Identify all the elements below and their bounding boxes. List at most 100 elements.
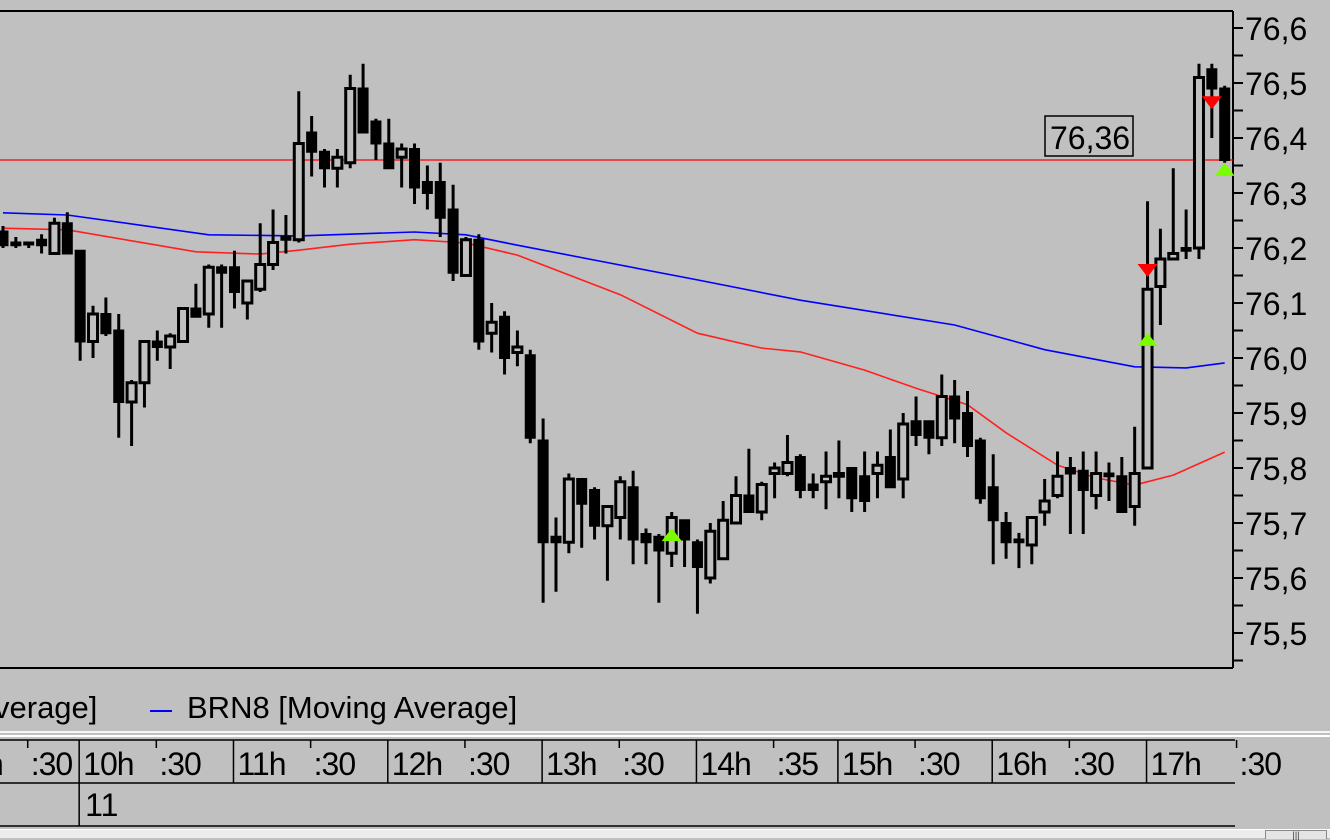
candle-up [1025, 516, 1038, 565]
candle-body-filled [10, 241, 22, 247]
candle-body-hollow [164, 334, 177, 349]
legend-swatch-blue [150, 710, 172, 712]
candle-body-hollow [1051, 474, 1064, 497]
price-tick-label: 76,0 [1245, 341, 1307, 377]
candle-body-hollow [755, 483, 768, 514]
candle-down [216, 264, 228, 328]
time-label: 12h [392, 746, 442, 782]
candle-body-hollow [331, 155, 344, 170]
candle-down [691, 539, 703, 614]
candle-up [704, 523, 717, 584]
candle-down [679, 519, 691, 567]
signal-up-triangle-icon [1137, 332, 1158, 346]
candle-body-filled [36, 238, 48, 247]
time-label: :30 [159, 746, 201, 782]
candle-up [511, 330, 524, 367]
scrollbar-thumb[interactable]: ||| [1265, 830, 1327, 840]
candle-body-filled [0, 230, 9, 247]
candle-down [550, 517, 562, 592]
candle-up [1167, 168, 1180, 261]
candle-body-filled [113, 329, 125, 403]
candle-up [730, 476, 743, 525]
candle-down [36, 234, 48, 254]
candle-body-hollow [704, 529, 717, 580]
candle-body-filled [1064, 467, 1076, 475]
signal-up-triangle-icon [661, 528, 682, 542]
candle-body-filled [1116, 475, 1128, 513]
candle-body-filled [1013, 538, 1025, 544]
candle-body-hollow [344, 87, 357, 165]
candle-up [601, 505, 614, 581]
signal-up-triangle-icon [1214, 162, 1235, 176]
candle-body-hollow [832, 472, 845, 478]
candle-down [884, 429, 896, 489]
candle-body-filled [74, 249, 86, 343]
panel-separator-highlight [0, 735, 1330, 737]
candle-body-filled [884, 456, 896, 489]
candle-down [1077, 451, 1089, 534]
candle-body-filled [61, 222, 73, 255]
candle-down [383, 118, 395, 170]
candle-body-filled [923, 420, 935, 439]
candle-body-filled [383, 142, 395, 170]
candle-down [447, 184, 459, 281]
time-label: :30 [31, 746, 73, 782]
candle-down [640, 528, 652, 565]
candle-body-filled [962, 412, 973, 447]
candle-body-hollow [125, 381, 138, 404]
candle-body-filled [434, 181, 446, 219]
panel-separator[interactable] [0, 731, 1330, 733]
candle-up [138, 340, 151, 408]
time-label: :30 [1240, 746, 1282, 782]
candle-down [1103, 462, 1115, 501]
candle-up [344, 74, 357, 169]
candle-down [409, 143, 421, 204]
price-tick-label: 75,8 [1245, 451, 1307, 487]
candle-body-filled [370, 120, 382, 145]
candle-down [537, 418, 549, 603]
candle-body-filled [499, 315, 511, 359]
candle-body-filled [216, 266, 228, 274]
candle-up [241, 279, 254, 320]
candle-body-hollow [177, 307, 190, 343]
candle-body-filled [1000, 522, 1012, 544]
candle-down [0, 226, 9, 248]
candle-up [177, 307, 190, 343]
moving-average-blue-line [2, 212, 1225, 369]
candle-down [974, 437, 986, 504]
candle-down [100, 297, 112, 336]
candle-down [1219, 85, 1231, 163]
candle-up [331, 149, 344, 188]
candle-down [151, 330, 163, 361]
time-label: 17h [1151, 746, 1201, 782]
candle-body-filled [550, 535, 562, 544]
candle-body-hollow [768, 466, 781, 475]
candle-up [820, 451, 833, 510]
time-label: :30 [622, 746, 664, 782]
candle-down [524, 349, 536, 444]
candle-body-filled [846, 467, 858, 500]
candle-body-hollow [395, 147, 408, 159]
signal-down-triangle-icon [1201, 96, 1222, 110]
candle-up [202, 264, 215, 328]
candle-down [370, 118, 382, 160]
candle-body-filled [100, 313, 112, 335]
candle-body-filled [743, 494, 755, 513]
candle-body-filled [589, 489, 601, 527]
horizontal-scrollbar[interactable] [0, 829, 1330, 838]
candle-body-hollow [562, 477, 575, 544]
candle-up [254, 223, 267, 292]
price-axis[interactable]: 76,6 76,5 76,4 76,3 76,2 76,1 76,0 75,9 75,8 75,7… [1044, 11, 1307, 662]
candle-down [949, 380, 961, 444]
candle-down [357, 63, 369, 134]
time-axis[interactable]: h:30 10h:30 11h:30 12h:30 13h:30 14h:35 15h:30… [0, 739, 1282, 827]
candle-up [1090, 451, 1103, 510]
candle-down [1116, 457, 1128, 513]
time-label: h [0, 746, 3, 782]
candle-up [935, 374, 948, 446]
candle-body-filled [190, 307, 202, 318]
candle-body-filled [357, 87, 369, 134]
candle-body-hollow [267, 241, 280, 266]
time-label: :30 [918, 746, 960, 782]
